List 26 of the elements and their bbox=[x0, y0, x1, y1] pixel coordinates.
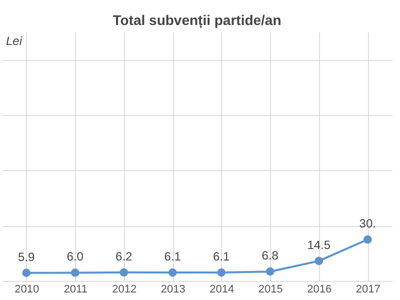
x-tick-label: 2011 bbox=[64, 284, 88, 296]
x-tick-label: 2015 bbox=[258, 284, 283, 296]
data-label: 6.1 bbox=[164, 250, 182, 264]
data-label: 30. bbox=[359, 216, 376, 230]
data-label: 5.9 bbox=[18, 250, 36, 264]
point bbox=[266, 267, 274, 276]
data-label: 14.5 bbox=[307, 238, 331, 252]
point bbox=[168, 268, 177, 277]
data-label: 6.0 bbox=[66, 250, 84, 264]
x-tick-label: 2014 bbox=[210, 284, 234, 296]
x-tick-label: 2012 bbox=[112, 284, 137, 296]
chart-title: Total subvenții partide/an bbox=[112, 12, 282, 29]
x-tick-label: 2017 bbox=[356, 284, 380, 296]
point bbox=[22, 268, 31, 278]
point bbox=[70, 268, 80, 277]
point bbox=[217, 268, 226, 277]
point bbox=[314, 256, 324, 266]
x-tick-label: 2016 bbox=[307, 284, 332, 296]
point bbox=[120, 268, 128, 277]
data-label: 6.1 bbox=[213, 250, 230, 264]
x-tick-label: 2010 bbox=[14, 284, 40, 296]
data-label: 6.8 bbox=[262, 248, 279, 263]
point bbox=[363, 235, 372, 244]
y-axis-title: Lei bbox=[6, 34, 22, 48]
data-label: 6.2 bbox=[116, 249, 133, 264]
x-tick-label: 2013 bbox=[160, 284, 186, 296]
